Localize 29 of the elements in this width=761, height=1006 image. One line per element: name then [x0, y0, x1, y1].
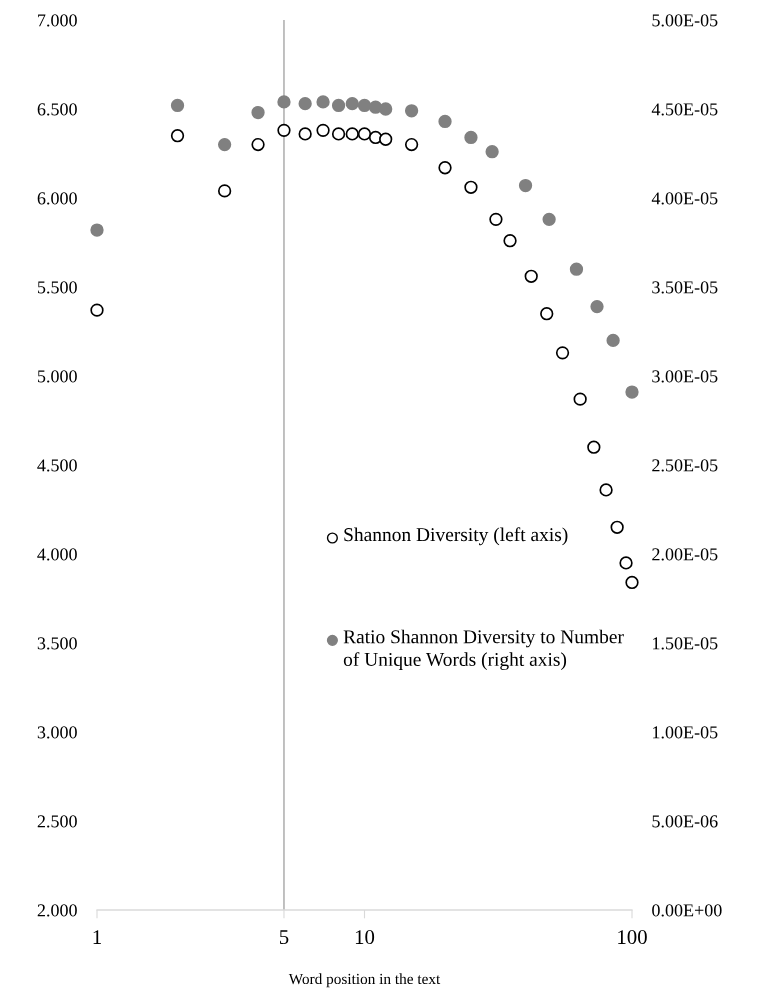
y-tick-label: 4.500: [37, 459, 77, 472]
y-tick-label: 6.500: [37, 103, 77, 116]
y2-tick-label: 3.50E-05: [652, 281, 718, 294]
y2-tick-label: 5.00E-05: [652, 14, 718, 27]
y2-tick-label: 5.00E-06: [652, 815, 718, 828]
x-tick-label: 5: [279, 930, 289, 945]
y2-tick-label: 0.00E+00: [652, 904, 722, 917]
y2-tick-label: 1.50E-05: [653, 637, 718, 650]
x-axis-title: Word position in the text: [288, 973, 441, 988]
y2-tick-label: 1.00E-05: [653, 726, 718, 739]
y-tick-label: 3.500: [37, 637, 77, 650]
y-tick-label: 2.000: [37, 904, 77, 917]
legend-label: Ratio Shannon Diversity to Number of Unique Words (right axis): [343, 629, 624, 671]
y-tick-label: 5.000: [37, 370, 77, 383]
y-tick-label: 7.000: [38, 14, 77, 27]
y2-tick-label: 4.00E-05: [651, 192, 718, 205]
y-tick-label: 6.000: [37, 192, 77, 205]
legend-label: Shannon Diversity (left axis): [344, 527, 568, 546]
x-tick-label: 1: [93, 930, 101, 944]
y2-tick-label: 2.00E-05: [652, 548, 718, 561]
y2-tick-label: 4.50E-05: [651, 103, 718, 116]
y-tick-label: 2.500: [37, 815, 77, 828]
y2-tick-label: 3.00E-05: [652, 370, 718, 383]
y-tick-label: 5.500: [37, 281, 77, 294]
y2-tick-label: 2.50E-05: [652, 459, 718, 472]
y-tick-label: 4.000: [37, 548, 77, 561]
y-tick-label: 3.000: [37, 726, 77, 739]
x-tick-label: 100: [618, 930, 647, 945]
x-tick-label: 10: [355, 930, 375, 945]
